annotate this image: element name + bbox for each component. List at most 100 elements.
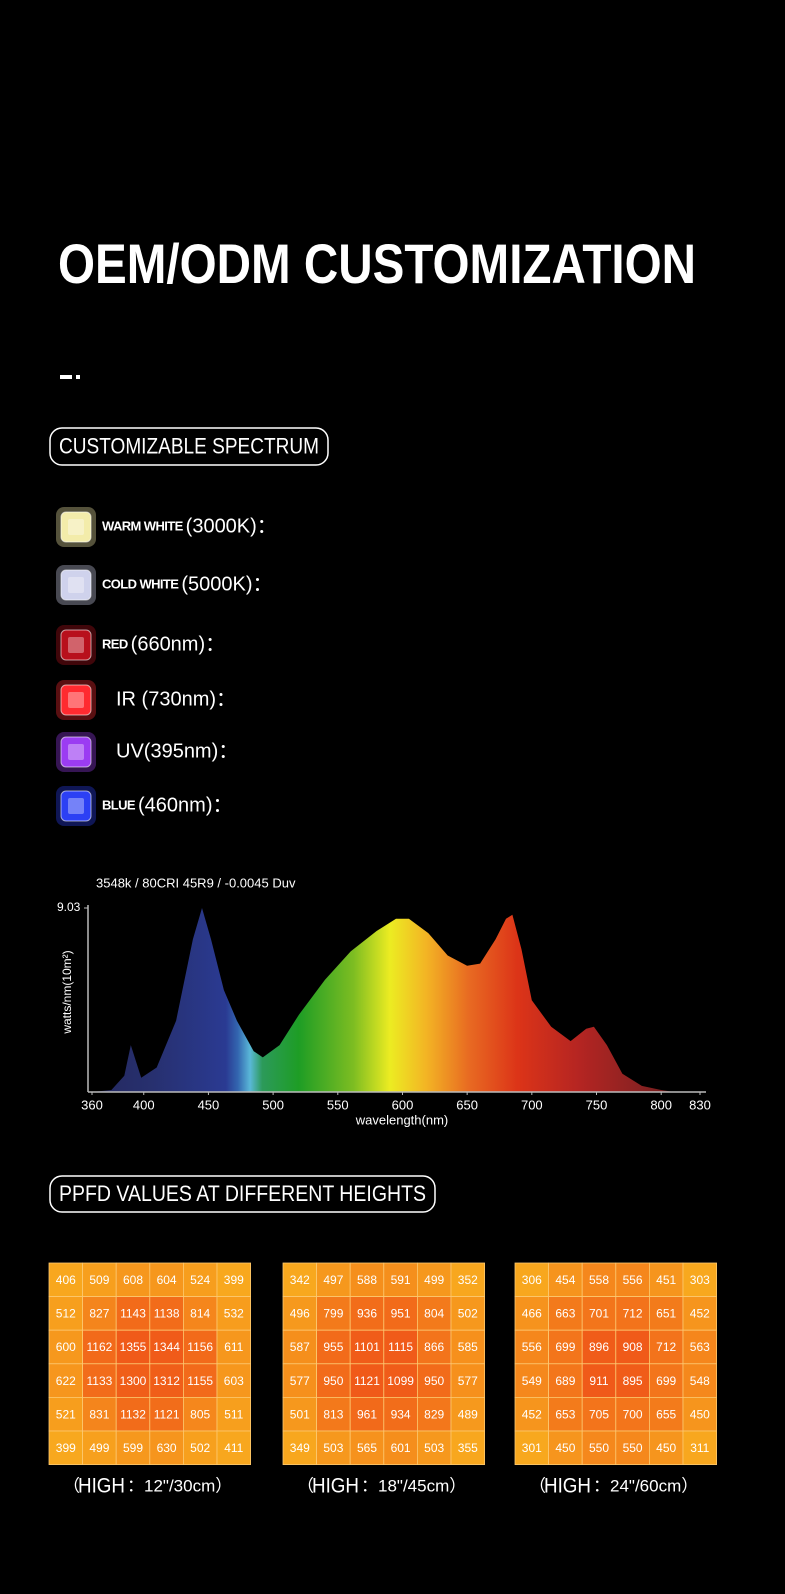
ppfd-cell xyxy=(216,1397,251,1432)
x-tick-label: 600 xyxy=(392,1097,414,1112)
ppfd-cell xyxy=(649,1397,684,1432)
ppfd-cell xyxy=(349,1262,385,1297)
led-chip xyxy=(60,790,92,822)
ppfd-cell xyxy=(682,1430,717,1465)
ppfd-value: 452 xyxy=(690,1307,710,1321)
ppfd-value: 814 xyxy=(190,1307,210,1321)
ppfd-cell xyxy=(182,1296,218,1331)
ppfd-value: 451 xyxy=(656,1273,676,1287)
led-spec: (460nm)： xyxy=(138,794,232,816)
ppfd-value: 399 xyxy=(224,1273,244,1287)
section-heading: CUSTOMIZABLE SPECTRUM xyxy=(59,433,319,458)
ppfd-value: 1162 xyxy=(86,1340,112,1354)
ppfd-cell xyxy=(581,1296,617,1331)
x-tick-label: 450 xyxy=(198,1097,220,1112)
ppfd-value: 499 xyxy=(89,1441,109,1455)
ppfd-value: 805 xyxy=(190,1407,210,1421)
ppfd-value: 406 xyxy=(56,1273,76,1287)
ppfd-value: 466 xyxy=(522,1307,542,1321)
ppfd-cell xyxy=(450,1296,485,1331)
ppfd-cell xyxy=(82,1296,117,1331)
ppfd-value: 604 xyxy=(157,1273,177,1287)
ppfd-value: 558 xyxy=(589,1273,609,1287)
ppfd-value: 524 xyxy=(190,1273,210,1287)
ppfd-cell xyxy=(682,1329,717,1365)
ppfd-value: 804 xyxy=(424,1307,444,1321)
led-name: BLUE xyxy=(102,797,136,812)
ppfd-cell xyxy=(514,1262,549,1297)
ppfd-cell xyxy=(416,1262,452,1297)
ppfd-cell xyxy=(216,1262,251,1297)
ppfd-value: 600 xyxy=(56,1340,76,1354)
ppfd-value: 827 xyxy=(89,1307,109,1321)
caption-height: ：18"/45cm） xyxy=(361,1476,466,1495)
ppfd-cell xyxy=(282,1397,317,1432)
chart-subtitle: 3548k / 80CRI 45R9 / -0.0045 Duv xyxy=(96,875,296,890)
ppfd-cell xyxy=(649,1329,684,1365)
led-core xyxy=(68,692,84,708)
x-tick-label: 360 xyxy=(81,1097,103,1112)
ppfd-value: 1156 xyxy=(187,1340,213,1354)
ppfd-value: 603 xyxy=(224,1374,244,1388)
ppfd-cell xyxy=(216,1296,251,1331)
ppfd-cell xyxy=(581,1363,617,1398)
ppfd-cell xyxy=(649,1363,684,1398)
led-core xyxy=(68,744,84,760)
y-tick-label: 9.03 xyxy=(57,900,81,914)
ppfd-cell xyxy=(383,1262,418,1297)
ppfd-value: 548 xyxy=(690,1374,710,1388)
led-name: WARM WHITE xyxy=(102,518,184,533)
ppfd-value: 489 xyxy=(458,1407,478,1421)
ppfd-value: 588 xyxy=(357,1273,377,1287)
ppfd-cell xyxy=(514,1329,549,1365)
ppfd-cell xyxy=(349,1430,385,1465)
led-chip xyxy=(60,736,92,768)
led-spec: (660nm)： xyxy=(131,633,225,655)
x-tick-label: 550 xyxy=(327,1097,349,1112)
ppfd-value: 866 xyxy=(424,1340,444,1354)
ppfd-cell xyxy=(548,1430,583,1465)
ppfd-value: 512 xyxy=(56,1307,76,1321)
ppfd-cell xyxy=(649,1296,684,1331)
ppfd-value: 663 xyxy=(555,1307,575,1321)
ppfd-value: 651 xyxy=(656,1307,676,1321)
ppfd-value: 896 xyxy=(589,1340,609,1354)
caption-label: HIGH xyxy=(312,1475,359,1498)
ppfd-value: 452 xyxy=(522,1407,542,1421)
ppfd-value: 497 xyxy=(323,1273,343,1287)
ppfd-value: 908 xyxy=(623,1340,643,1354)
ppfd-value: 501 xyxy=(290,1407,310,1421)
ppfd-cell xyxy=(349,1363,385,1398)
x-axis-label: wavelength(nm) xyxy=(355,1112,449,1127)
ppfd-cell xyxy=(615,1397,650,1432)
ppfd-value: 950 xyxy=(424,1374,444,1388)
page-title: OEM/ODM CUSTOMIZATION xyxy=(58,232,696,295)
ppfd-value: 591 xyxy=(391,1273,411,1287)
ppfd-value: 1355 xyxy=(120,1340,147,1354)
ppfd-value: 450 xyxy=(555,1441,575,1455)
ppfd-value: 1300 xyxy=(120,1374,147,1388)
ppfd-value: 699 xyxy=(656,1374,676,1388)
ppfd-value: 799 xyxy=(323,1307,343,1321)
ppfd-value: 355 xyxy=(458,1441,478,1455)
led-core xyxy=(68,519,84,535)
ppfd-value: 831 xyxy=(89,1407,109,1421)
ppfd-value: 454 xyxy=(555,1273,575,1287)
caption-prefix: （ xyxy=(297,1476,314,1495)
ppfd-value: 550 xyxy=(589,1441,609,1455)
ppfd-value: 521 xyxy=(56,1407,76,1421)
ppfd-value: 961 xyxy=(357,1407,377,1421)
ppfd-value: 712 xyxy=(656,1340,676,1354)
led-chip xyxy=(60,684,92,716)
ppfd-value: 1132 xyxy=(120,1407,146,1421)
ppfd-cell xyxy=(115,1329,151,1365)
ppfd-value: 608 xyxy=(123,1273,143,1287)
ppfd-value: 934 xyxy=(391,1407,411,1421)
ppfd-value: 700 xyxy=(623,1407,643,1421)
ppfd-value: 352 xyxy=(458,1273,478,1287)
ppfd-cell xyxy=(615,1296,650,1331)
ppfd-value: 577 xyxy=(290,1374,310,1388)
led-spec: (5000K)： xyxy=(181,573,272,595)
ppfd-cell xyxy=(581,1397,617,1432)
caption-prefix: （ xyxy=(529,1476,546,1495)
